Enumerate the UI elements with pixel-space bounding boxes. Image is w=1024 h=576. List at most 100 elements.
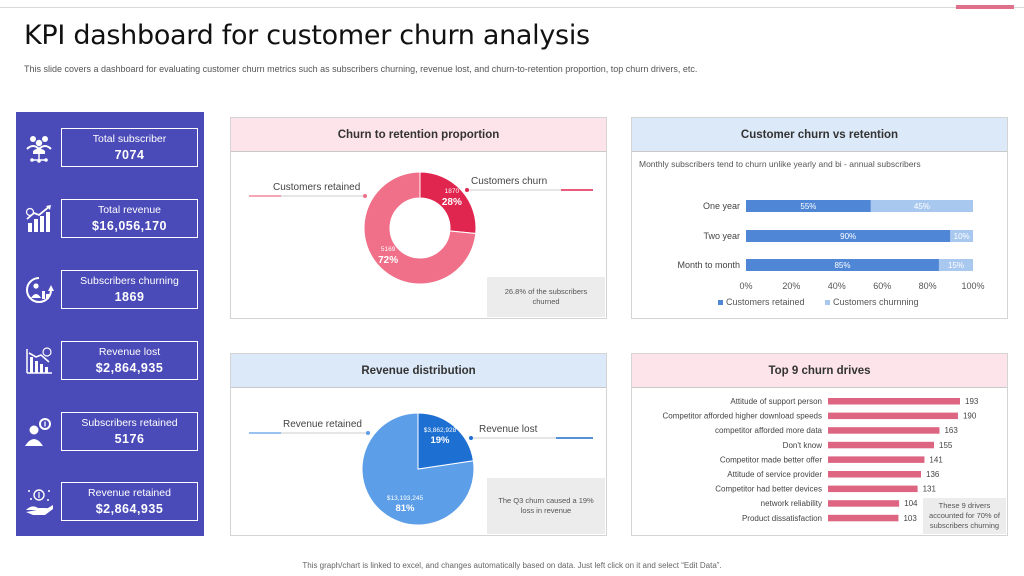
driver-bar [828, 514, 899, 522]
driver-bar [828, 427, 940, 434]
driver-value: 163 [944, 426, 958, 435]
driver-label: Competitor had better devices [715, 485, 822, 494]
revenue-loss-chart-icon [26, 347, 52, 374]
top-rule [0, 7, 1024, 8]
kpi-box: Total revenue $16,056,170 [61, 199, 198, 238]
kpi-box: Revenue retained $2,864,935 [61, 482, 198, 521]
kpi-box: Subscribers churning 1869 [61, 270, 198, 309]
kpi-label: Subscribers retained [81, 417, 178, 429]
churn-vs-retention-card: Customer churn vs retention Monthly subs… [631, 117, 1008, 319]
users-network-icon [26, 136, 52, 163]
churn-retention-card: Churn to retention proportion 1870 28% 516… [230, 117, 607, 319]
retained-slice-percent: 72% [378, 255, 398, 266]
churn-vs-retention-bar-chart: One year 55% 45% Two year 90% 10% Month to mon… [677, 200, 985, 307]
stacked-bar-segment [950, 230, 973, 242]
kpi-subscribers-churning: Subscribers churning 1869 [16, 270, 204, 310]
card-header: Customer churn vs retention [632, 118, 1007, 152]
driver-bar [828, 485, 918, 493]
top-churn-drivers-card: Top 9 churn drives Attitude of support p… [631, 353, 1008, 536]
bar-category-label: Two year [703, 231, 740, 241]
driver-value: 193 [965, 397, 979, 406]
kpi-label: Revenue retained [88, 487, 171, 499]
kpi-label: Revenue lost [98, 346, 161, 358]
page-title: KPI dashboard for customer churn analysi… [24, 20, 590, 51]
kpi-revenue-retained: Revenue retained $2,864,935 [16, 482, 204, 522]
kpi-value: $2,864,935 [95, 502, 164, 516]
driver-label: Product dissatisfaction [742, 514, 822, 523]
kpi-label: Total revenue [97, 204, 162, 216]
drivers-note: These 9 drivers accounted for 70% of sub… [923, 498, 1006, 534]
footer-note: This graph/chart is linked to excel, and… [302, 561, 722, 570]
stacked-bar-segment [870, 200, 973, 212]
stacked-bar-value-label: 85% [834, 261, 850, 270]
kpi-value: $2,864,935 [95, 361, 164, 375]
revenue-retained-amount: $13,193,245 [387, 495, 424, 502]
revenue-retained-leader-dot [366, 431, 370, 435]
driver-value: 131 [923, 485, 937, 494]
revenue-note: The Q3 churn caused a 19% loss in revenu… [487, 478, 605, 534]
driver-label: Competitor afforded higher download spee… [662, 412, 822, 421]
card-header: Revenue distribution [231, 354, 606, 388]
driver-bar [828, 412, 958, 420]
kpi-label: Total subscriber [92, 133, 167, 145]
x-tick-label: 40% [828, 281, 846, 291]
stacked-bar-value-label: 15% [948, 261, 964, 270]
kpi-box: Revenue lost $2,864,935 [61, 341, 198, 380]
x-tick-label: 0% [739, 281, 752, 291]
kpi-label: Subscribers churning [80, 275, 179, 287]
stacked-bar-segment [746, 259, 939, 271]
retained-slice [363, 171, 477, 285]
kpi-subscribers-retained: Subscribers retained 5176 [16, 412, 204, 452]
legend-label-churning: Customers churnning [833, 297, 919, 307]
driver-bar [828, 441, 935, 449]
driver-value: 141 [929, 455, 943, 464]
bar-category-label: Month to month [677, 260, 740, 270]
stacked-bar-value-label: 45% [914, 202, 930, 211]
driver-value: 190 [963, 412, 977, 421]
subscriber-churn-icon [26, 277, 54, 303]
driver-bar [828, 500, 900, 507]
retained-subscriber-icon [25, 418, 51, 446]
stacked-bar-value-label: 90% [840, 232, 856, 241]
kpi-panel: Total subscriber 7074 Total revenue $16,… [16, 112, 204, 536]
churn-note: 26.8% of the subscribers churned [487, 277, 605, 317]
driver-label: Attitude of support person [730, 397, 822, 406]
kpi-total-revenue: Total revenue $16,056,170 [16, 199, 204, 239]
page-subtitle: This slide covers a dashboard for evalua… [24, 64, 698, 74]
driver-label: Attitude of service provider [727, 470, 822, 479]
driver-bar [828, 398, 960, 405]
stacked-bar-value-label: 10% [954, 232, 970, 241]
legend-swatch-retained [718, 300, 723, 305]
revenue-lost-slice [417, 412, 474, 470]
kpi-revenue-lost: Revenue lost $2,864,935 [16, 341, 204, 381]
legend-swatch-churning [825, 300, 830, 305]
retained-leader-dot [363, 194, 367, 198]
churn-slice-value: 1870 [445, 188, 460, 195]
kpi-box: Subscribers retained 5176 [61, 412, 198, 451]
revenue-retained-percent: 81% [395, 503, 415, 514]
top-accent-bar [956, 5, 1014, 9]
revenue-growth-chart-icon [25, 205, 51, 232]
churn-retention-donut-chart: 1870 28% 5169 72% Customers retained Custom… [249, 171, 593, 285]
kpi-total-subscriber: Total subscriber 7074 [16, 128, 204, 168]
churn-slice-percent: 28% [442, 197, 462, 208]
churn-legend-label: Customers churn [471, 176, 547, 187]
stacked-bar-segment [746, 230, 951, 242]
bar-category-label: One year [703, 201, 740, 211]
x-tick-label: 60% [873, 281, 891, 291]
x-tick-label: 80% [919, 281, 937, 291]
card-header: Top 9 churn drives [632, 354, 1007, 388]
stacked-bar-segment [938, 259, 973, 271]
driver-value: 136 [926, 470, 940, 479]
driver-bar [828, 471, 922, 478]
driver-value: 155 [939, 441, 953, 450]
legend-label-retained: Customers retained [726, 297, 805, 307]
retained-slice-value: 5169 [381, 246, 396, 253]
churn-leader-dot [465, 188, 469, 192]
revenue-lost-percent: 19% [430, 435, 450, 446]
money-hand-icon [26, 489, 53, 515]
driver-label: competitor afforded more data [715, 426, 823, 435]
driver-label: Don't know [783, 441, 823, 450]
revenue-lost-leader-dot [469, 436, 473, 440]
